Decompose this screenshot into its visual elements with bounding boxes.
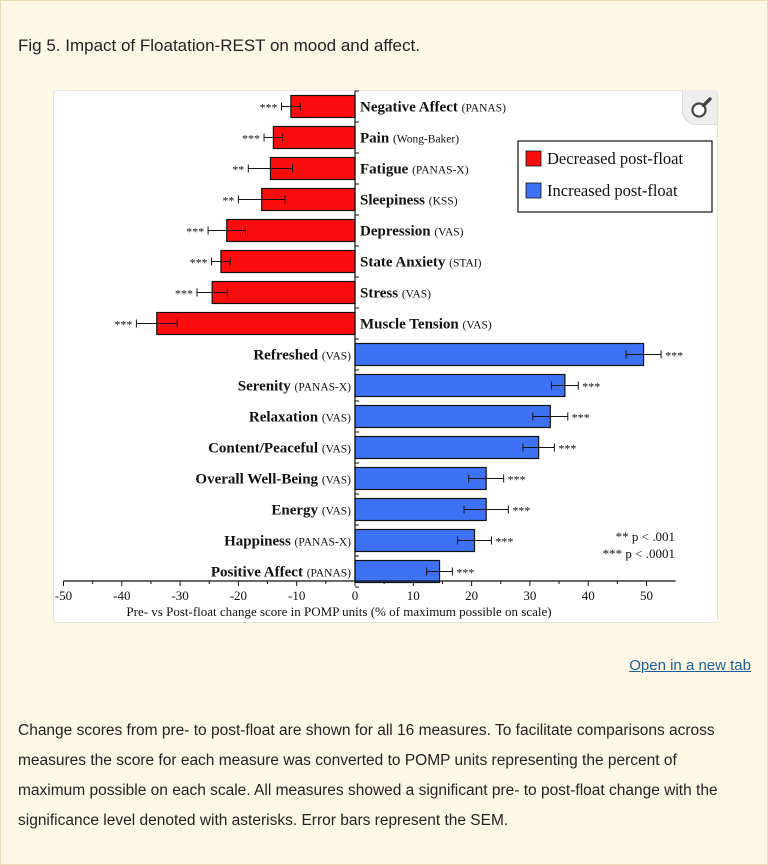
significance-label: *** [114,318,132,332]
x-tick-label: 10 [407,588,420,603]
significance-label: *** [572,411,590,425]
bar [354,528,476,553]
category-label: Relaxation (VAS) [249,410,351,426]
significance-label: *** [558,442,576,456]
significance-note: ** p < .001 [616,529,675,544]
open-in-new-tab-link[interactable]: Open in a new tab [629,657,751,674]
significance-label: *** [495,535,513,549]
bar-chart: *** Negative Affect (PANAS) *** Pain (Wong-… [55,90,713,619]
legend-label: Decreased post-float [547,149,683,168]
significance-label: *** [190,256,208,270]
bar [354,435,540,460]
x-tick-label: 0 [352,588,359,603]
x-tick-label: 20 [465,588,478,603]
bar [156,311,356,336]
x-tick-label: 50 [640,588,653,603]
category-label: Refreshed (VAS) [253,348,351,364]
magnifier-icon [691,97,712,118]
bar [211,280,356,305]
significance-label: *** [242,132,260,146]
bar [226,218,356,243]
bar [354,373,566,398]
legend-label: Increased post-float [547,181,678,200]
category-label: Pain (Wong-Baker) [360,131,459,147]
x-tick-label: -20 [230,588,247,603]
legend-swatch [525,182,542,199]
bar [354,466,487,491]
x-tick-label: 30 [523,588,536,603]
significance-label: *** [186,225,204,239]
category-label: Stress (VAS) [360,286,431,302]
figure-caption: Change scores from pre- to post-float ar… [18,722,718,829]
x-tick-label: -40 [113,588,130,603]
significance-label: ** [222,194,234,208]
x-tick-label: -30 [171,588,188,603]
bar [354,404,551,429]
significance-label: *** [260,101,278,115]
x-axis-title: Pre- vs Post-float change score in POMP … [126,604,551,619]
legend-box [517,140,713,213]
category-label: Depression (VAS) [360,224,464,240]
bar [354,342,645,367]
zoom-button[interactable] [682,90,717,125]
x-tick-label: -10 [288,588,305,603]
category-label: Sleepiness (KSS) [360,193,458,209]
significance-label: *** [665,349,683,363]
figure-title: Fig 5. Impact of Floatation-REST on mood… [18,36,420,55]
significance-label: *** [175,287,193,301]
category-label: Positive Affect (PANAS) [211,565,351,581]
category-label: Muscle Tension (VAS) [360,317,492,333]
significance-label: *** [512,504,530,518]
category-label: Happiness (PANAS-X) [224,534,351,550]
bar [272,125,356,150]
x-tick-label: 40 [582,588,595,603]
significance-note: *** p < .0001 [603,546,675,561]
category-label: Negative Affect (PANAS) [360,100,506,116]
category-label: Energy (VAS) [271,503,351,519]
category-label: State Anxiety (STAI) [360,255,482,271]
legend-swatch [525,150,542,167]
x-tick-label: -50 [55,588,72,603]
category-label: Overall Well-Being (VAS) [195,472,351,488]
category-label: Content/Peaceful (VAS) [208,441,351,457]
significance-label: *** [582,380,600,394]
bar [220,249,356,274]
significance-label: *** [456,566,474,580]
category-label: Fatigue (PANAS-X) [360,162,469,178]
category-label: Serenity (PANAS-X) [238,379,351,395]
significance-label: ** [232,163,244,177]
significance-label: *** [508,473,526,487]
